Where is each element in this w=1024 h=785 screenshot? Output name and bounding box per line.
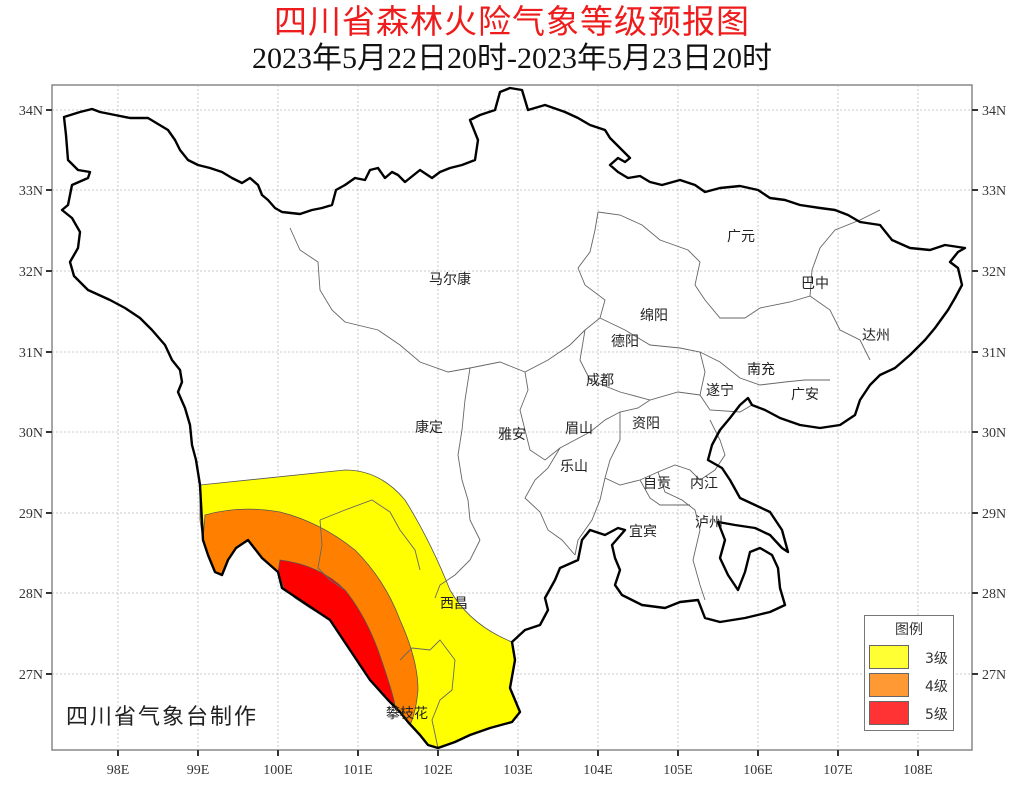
lat-label: 34N [982,104,1006,119]
city-label-guangan: 广安 [791,387,819,403]
legend-label: 4级 [925,679,948,695]
city-label-yibin: 宜宾 [629,524,657,540]
lat-label: 33N [19,184,43,199]
lat-label: 31N [19,346,43,361]
lat-label: 27N [982,668,1006,683]
city-label-suining: 遂宁 [706,382,734,399]
lat-label: 30N [19,426,43,441]
lon-label: 102E [423,763,453,778]
city-label-bazhong: 巴中 [801,276,829,292]
lon-label: 103E [503,763,533,778]
city-label-maerkang: 马尔康 [429,271,471,288]
producer-credit: 四川省气象台制作 [66,705,259,730]
lat-label: 28N [982,587,1006,602]
map-title: 四川省森林火险气象等级预报图 [274,2,750,41]
lon-label: 98E [107,763,130,778]
city-label-luzhou: 泸州 [695,515,723,531]
lon-label: 104E [583,763,613,778]
legend-title: 图例 [895,622,923,638]
forecast-period: 2023年5月22日20时-2023年5月23日20时 [252,42,772,75]
city-label-mianyang: 绵阳 [640,307,668,324]
prefecture-boundaries [289,209,881,749]
city-label-leshan: 乐山 [560,459,588,475]
y-axis-left: 34N 33N 32N 31N 30N 29N 28N 27N [19,104,52,683]
city-label-meishan: 眉山 [565,421,593,437]
lon-label: 100E [263,763,293,778]
lat-label: 32N [982,265,1006,280]
legend-item-level3: 3级 [869,645,953,671]
lon-label: 106E [743,763,773,778]
city-label-neijiang: 内江 [690,476,718,492]
city-label-panzhihua: 攀枝花 [386,706,428,722]
city-label-guangyuan: 广元 [727,229,755,245]
legend-item-level4: 4级 [869,673,953,699]
city-label-dazhou: 达州 [862,328,890,344]
legend-swatch-orange [869,673,909,697]
lat-label: 30N [982,426,1006,441]
lon-label: 108E [903,763,933,778]
lat-label: 28N [19,587,43,602]
legend-swatch-red [869,701,909,725]
lat-label: 32N [19,265,43,280]
lon-label: 101E [343,763,373,778]
legend: 图例 3级 4级 5级 [864,615,954,731]
lat-label: 29N [982,507,1006,522]
plot-frame [51,84,973,751]
legend-label: 5级 [925,707,948,723]
y-axis-right: 34N 33N 32N 31N 30N 29N 28N 27N [972,104,1006,683]
city-label-yaan: 雅安 [498,427,526,443]
legend-swatch-yellow [869,645,909,669]
city-label-ziyang: 资阳 [632,416,660,432]
lat-label: 27N [19,668,43,683]
lon-label: 99E [187,763,210,778]
city-label-nanchong: 南充 [747,362,775,378]
lon-label: 105E [663,763,693,778]
lat-label: 31N [982,346,1006,361]
x-axis: 98E 99E 100E 101E 102E 103E 104E 105E 10… [107,750,933,778]
lat-label: 34N [19,104,43,119]
city-label-zigong: 自贡 [643,476,671,492]
lon-label: 107E [823,763,853,778]
city-label-chengdu: 成都 [586,373,614,389]
province-boundary [60,86,967,750]
city-label-deyang: 德阳 [611,334,639,350]
lat-label: 33N [982,184,1006,199]
city-label-kangding: 康定 [415,419,443,436]
city-labels: 马尔康 广元 巴中 绵阳 德阳 达州 成都 南充 遂宁 广安 康定 雅安 眉山 … [386,229,890,722]
lat-label: 29N [19,507,43,522]
legend-item-level5: 5级 [869,701,953,727]
city-label-xichang: 西昌 [440,596,468,612]
legend-label: 3级 [925,651,948,667]
